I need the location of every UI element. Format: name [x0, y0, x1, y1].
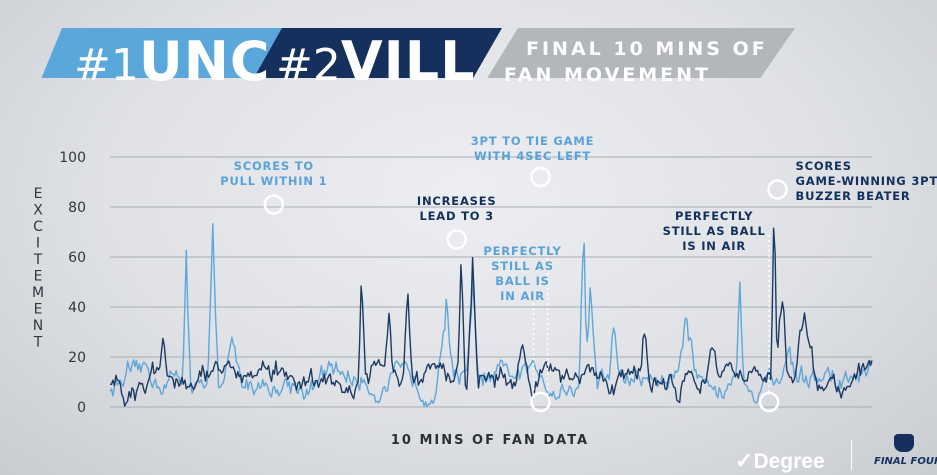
final-four-logo: FINAL FOUR: [870, 432, 937, 475]
header-banners: [41, 28, 795, 78]
vill-rank: #2: [276, 40, 341, 91]
vill-name: VILL: [340, 30, 476, 93]
y-ticks: 0 20 40 60 80 100: [59, 150, 86, 416]
y-label-letter: E: [34, 302, 43, 318]
trophy-icon: [894, 434, 914, 452]
vill-title: #2VILL: [276, 30, 476, 93]
annotation-text: GAME-WINNING 3PT: [796, 174, 937, 188]
y-label-letter: I: [36, 236, 40, 252]
series-line-vill: [110, 227, 873, 407]
annotation-marker: [530, 166, 551, 188]
title-banner: [487, 28, 795, 78]
event-name: FINAL FOUR: [874, 456, 937, 467]
series-lines: [109, 223, 873, 408]
annotation-text: BUZZER BEATER: [796, 189, 911, 203]
y-tick-label: 60: [68, 250, 86, 266]
annotation-text: LEAD TO 3: [419, 209, 493, 223]
annotation-text: INCREASES: [417, 194, 497, 208]
unc-banner: [41, 28, 287, 78]
footer-divider: [851, 440, 852, 470]
y-tick-label: 40: [68, 300, 86, 316]
annotation-text: PERFECTLY: [675, 209, 753, 223]
y-label-letter: M: [32, 285, 44, 301]
y-label-letter: T: [33, 335, 43, 351]
y-tick-label: 20: [68, 350, 86, 366]
x-axis-label: 10 MINS OF FAN DATA: [391, 433, 589, 448]
annotation-text: 3PT TO TIE GAME: [471, 134, 595, 148]
unc-rank: #1: [74, 40, 139, 91]
annotation-text: PERFECTLY: [483, 244, 561, 258]
y-label-letter: X: [33, 203, 43, 219]
y-label-letter: E: [34, 269, 43, 285]
annotation-marker: [263, 194, 285, 215]
annotation-text: SCORES TO: [234, 159, 314, 173]
check-icon: ✓: [735, 448, 754, 473]
y-tick-label: 100: [59, 150, 86, 166]
y-label-letter: T: [33, 252, 43, 268]
y-label-letter: N: [33, 318, 43, 334]
annotation-text: IS IN AIR: [682, 239, 746, 253]
annotation-text: IN AIR: [500, 289, 545, 303]
series-line-unc: [109, 223, 873, 408]
annotation-text: STILL AS BALL: [663, 224, 766, 238]
annotation-text: SCORES: [796, 159, 852, 173]
annotation-marker: [446, 229, 467, 250]
annotation-marker: [758, 391, 780, 413]
y-label-letter: C: [33, 219, 43, 235]
grid: [110, 156, 872, 408]
vill-banner: [253, 28, 502, 78]
unc-name: UNC: [138, 30, 271, 93]
chart-title-line2: FAN MOVEMENT: [504, 64, 711, 86]
annotation-text: PULL WITHIN 1: [220, 174, 327, 188]
annotation-marker: [530, 391, 551, 413]
y-label-letter: E: [34, 186, 43, 202]
sponsor-logo: ✓Degree: [735, 448, 825, 474]
sponsor-name: Degree: [753, 450, 825, 473]
y-tick-label: 80: [68, 200, 86, 216]
y-tick-label: 0: [77, 400, 86, 416]
annotation-text: STILL AS: [491, 259, 554, 273]
annotation-text: BALL IS: [495, 274, 550, 288]
annotation-text: WITH 4SEC LEFT: [474, 149, 591, 163]
annotation-marker: [767, 179, 788, 200]
unc-title: #1UNC: [74, 30, 271, 93]
chart-title-line1: FINAL 10 MINS OF: [526, 38, 768, 60]
